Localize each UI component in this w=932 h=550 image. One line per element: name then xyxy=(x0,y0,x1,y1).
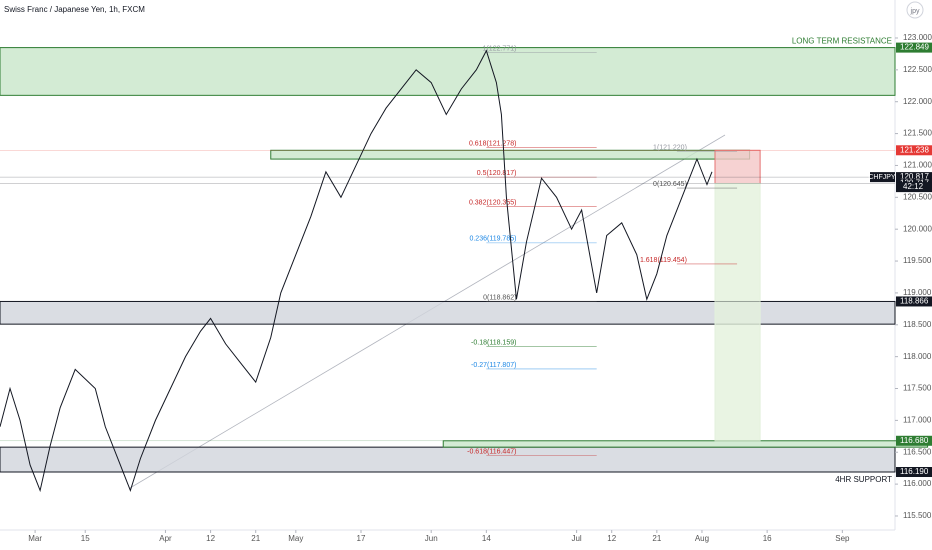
y-tick-label: 123.000 xyxy=(903,33,932,42)
price-tag xyxy=(896,42,932,53)
fib-label: -0.18(118.159) xyxy=(471,339,516,346)
price-tag xyxy=(896,296,932,307)
zone xyxy=(714,149,761,184)
price-tag xyxy=(896,172,932,183)
x-tick-label: 14 xyxy=(482,534,491,543)
countdown-tag xyxy=(896,182,932,193)
fib-label: 0(120.645) xyxy=(653,181,687,188)
fib-label: 0.236(119.785) xyxy=(469,236,516,243)
x-tick-label: 12 xyxy=(206,534,215,543)
chart-title: Swiss Franc / Japanese Yen, 1h, FXCM xyxy=(4,5,145,14)
y-tick-label: 116.500 xyxy=(903,447,932,456)
support-label: 4HR SUPPORT xyxy=(835,475,892,484)
y-tick-label: 116.000 xyxy=(903,479,932,488)
x-tick-label: Aug xyxy=(695,534,709,543)
logo-badge xyxy=(906,1,924,19)
symbol-tag xyxy=(870,172,895,183)
zone xyxy=(0,47,896,96)
fib-label: 1(121.220) xyxy=(653,144,687,151)
price-tag-label: 116.680 xyxy=(900,436,929,445)
x-tick-label: 15 xyxy=(81,534,90,543)
y-tick-label: 120.000 xyxy=(903,224,932,233)
zone xyxy=(442,440,929,448)
price-tag xyxy=(896,467,932,478)
fib-label: -0.618(116.447) xyxy=(467,448,516,455)
fib-label: 0(118.862) xyxy=(483,295,516,302)
price-tag-label: 122.849 xyxy=(900,43,929,52)
price-tag-label: 121.238 xyxy=(900,145,929,154)
fib-label: 0.618(121.278) xyxy=(469,141,516,148)
x-tick-label: Apr xyxy=(159,534,172,543)
x-tick-label: 17 xyxy=(357,534,366,543)
x-tick-label: 21 xyxy=(251,534,260,543)
price-tag-label: 120.817 xyxy=(900,172,929,181)
fib-label: 0.382(120.355) xyxy=(469,199,516,206)
price-tag xyxy=(896,435,932,446)
symbol-label: CHFJPY xyxy=(868,174,896,181)
x-tick-label: Sep xyxy=(835,534,850,543)
resistance-label: LONG TERM RESISTANCE xyxy=(792,37,892,46)
y-tick-label: 121.500 xyxy=(903,129,932,138)
y-tick-label: 115.500 xyxy=(903,511,932,520)
y-tick-label: 119.500 xyxy=(903,256,932,265)
countdown: 42:12 xyxy=(903,182,924,191)
fib-label: -0.27(117.807) xyxy=(471,362,516,369)
zone xyxy=(714,182,761,442)
x-tick-label: 21 xyxy=(652,534,661,543)
price-line xyxy=(0,49,713,493)
fib-label: 1(122.771) xyxy=(483,45,517,52)
x-tick-label: 12 xyxy=(607,534,616,543)
x-tick-label: Jul xyxy=(571,534,581,543)
price-tag-label: 116.190 xyxy=(900,467,929,476)
price-tag-label: 118.866 xyxy=(900,297,929,306)
y-tick-label: 117.000 xyxy=(903,415,932,424)
zone xyxy=(0,446,896,473)
y-tick-label: 122.000 xyxy=(903,97,932,106)
x-tick-label: May xyxy=(288,534,303,543)
y-tick-label: 117.500 xyxy=(903,384,932,393)
fib-label: 1.618(119.454) xyxy=(640,257,687,264)
y-tick-label: 121.000 xyxy=(903,161,932,170)
fib-label: 0.5(120.817) xyxy=(477,170,517,177)
logo: jpy xyxy=(910,8,920,15)
price-tag xyxy=(896,145,932,156)
y-tick-label: 120.500 xyxy=(903,192,932,201)
x-tick-label: Jun xyxy=(425,534,438,543)
y-tick-label: 118.500 xyxy=(903,320,932,329)
y-tick-label: 119.000 xyxy=(903,288,932,297)
x-tick-label: 16 xyxy=(763,534,772,543)
x-tick-label: Mar xyxy=(28,534,42,543)
y-tick-label: 122.500 xyxy=(903,65,932,74)
zone xyxy=(0,300,896,325)
y-tick-label: 118.000 xyxy=(903,352,932,361)
